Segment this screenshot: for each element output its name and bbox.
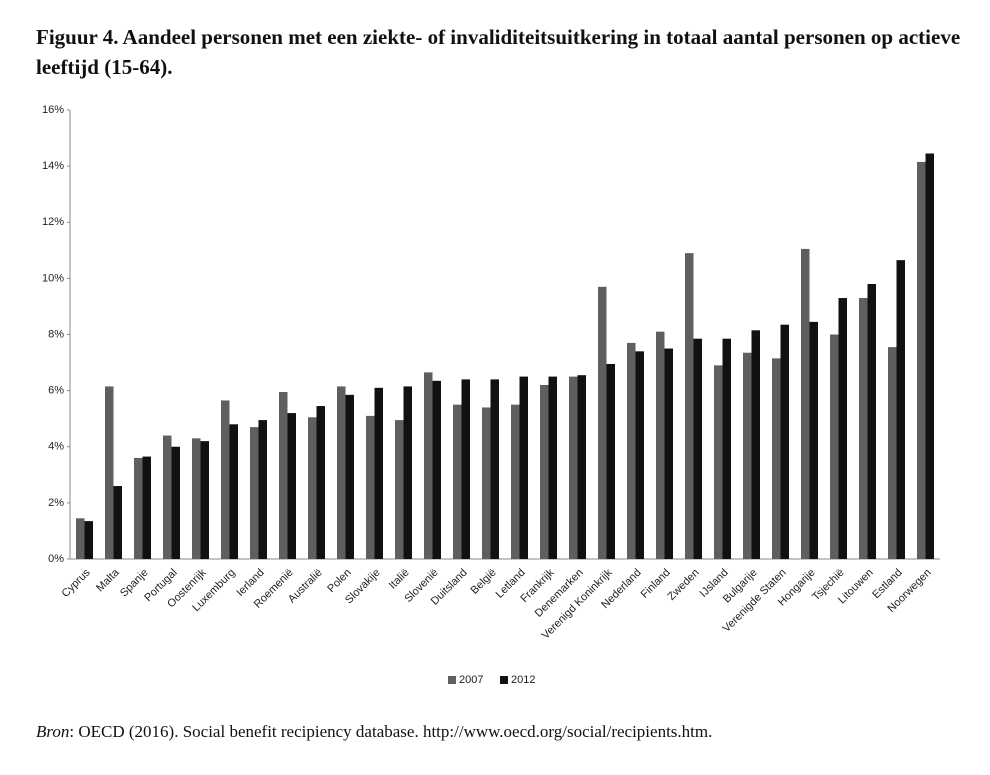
bar bbox=[780, 324, 789, 559]
bar bbox=[403, 386, 412, 559]
y-tick-label: 6% bbox=[48, 385, 64, 397]
bar bbox=[801, 248, 810, 560]
bar bbox=[374, 387, 383, 559]
bar bbox=[888, 347, 897, 559]
bar bbox=[76, 518, 85, 559]
bar bbox=[490, 379, 499, 559]
bar bbox=[722, 338, 731, 559]
bar bbox=[511, 404, 520, 559]
bar bbox=[751, 330, 760, 559]
bar bbox=[925, 153, 934, 559]
bar bbox=[287, 413, 296, 559]
bar bbox=[896, 260, 905, 559]
bar bbox=[830, 334, 839, 559]
y-tick-label: 4% bbox=[48, 441, 64, 453]
bar bbox=[250, 427, 259, 559]
source: Bron: OECD (2016). Social benefit recipi… bbox=[36, 722, 712, 742]
bar bbox=[337, 386, 346, 559]
chart-title: Figuur 4. Aandeel personen met een ziekt… bbox=[36, 25, 961, 79]
bar bbox=[664, 348, 673, 559]
bar bbox=[345, 394, 354, 559]
bar bbox=[548, 376, 557, 559]
bar bbox=[316, 406, 325, 559]
bar bbox=[366, 415, 375, 559]
bar bbox=[838, 298, 847, 559]
y-tick-label: 8% bbox=[48, 328, 64, 340]
bar bbox=[279, 392, 288, 559]
bar bbox=[221, 400, 230, 559]
bar bbox=[635, 351, 644, 559]
bar bbox=[569, 376, 578, 559]
legend-swatch bbox=[500, 676, 508, 684]
bar bbox=[171, 446, 180, 559]
bar bbox=[134, 457, 143, 559]
y-tick-label: 16% bbox=[42, 104, 64, 116]
legend-label: 2012 bbox=[511, 674, 535, 686]
bar bbox=[693, 338, 702, 559]
bar bbox=[453, 404, 462, 559]
bar bbox=[772, 358, 781, 559]
bar bbox=[809, 321, 818, 559]
bar bbox=[308, 417, 317, 559]
bar bbox=[142, 456, 151, 559]
chart: 0%2%4%6%8%10%12%14%16%Cyprus MaltaSpanjeP… bbox=[42, 104, 940, 686]
y-tick-label: 2% bbox=[48, 497, 64, 509]
bar bbox=[598, 286, 607, 559]
source-text: : OECD (2016). Social benefit recipiency… bbox=[69, 722, 713, 741]
bar bbox=[105, 386, 114, 559]
y-tick-label: 12% bbox=[42, 216, 64, 228]
bar bbox=[395, 420, 404, 559]
bar bbox=[627, 342, 636, 559]
y-tick-label: 14% bbox=[42, 160, 64, 172]
bar bbox=[84, 521, 93, 559]
bar bbox=[229, 424, 238, 559]
bar bbox=[258, 420, 267, 559]
bar bbox=[859, 298, 868, 559]
bar bbox=[461, 379, 470, 559]
x-tick-label: Zweden bbox=[666, 567, 702, 603]
source-label: Bron bbox=[36, 722, 70, 741]
y-tick-label: 0% bbox=[48, 553, 64, 565]
x-tick-label: Italië bbox=[387, 567, 412, 592]
bar bbox=[424, 372, 433, 559]
bar bbox=[163, 435, 172, 559]
bar bbox=[917, 161, 926, 559]
legend-swatch bbox=[448, 676, 456, 684]
bar bbox=[113, 486, 122, 559]
bar bbox=[867, 283, 876, 559]
y-tick-label: 10% bbox=[42, 272, 64, 284]
legend-label: 2007 bbox=[459, 674, 483, 686]
bar bbox=[482, 407, 491, 559]
bar bbox=[432, 380, 441, 559]
bar bbox=[743, 352, 752, 559]
bar bbox=[200, 441, 209, 559]
bar bbox=[656, 331, 665, 559]
bar bbox=[540, 385, 549, 559]
bar bbox=[685, 253, 694, 559]
bar bbox=[606, 363, 615, 559]
bar bbox=[519, 376, 528, 559]
bar bbox=[192, 438, 201, 559]
bar bbox=[714, 365, 723, 559]
x-tick-label: Cyprus bbox=[60, 566, 93, 599]
bar bbox=[577, 375, 586, 559]
